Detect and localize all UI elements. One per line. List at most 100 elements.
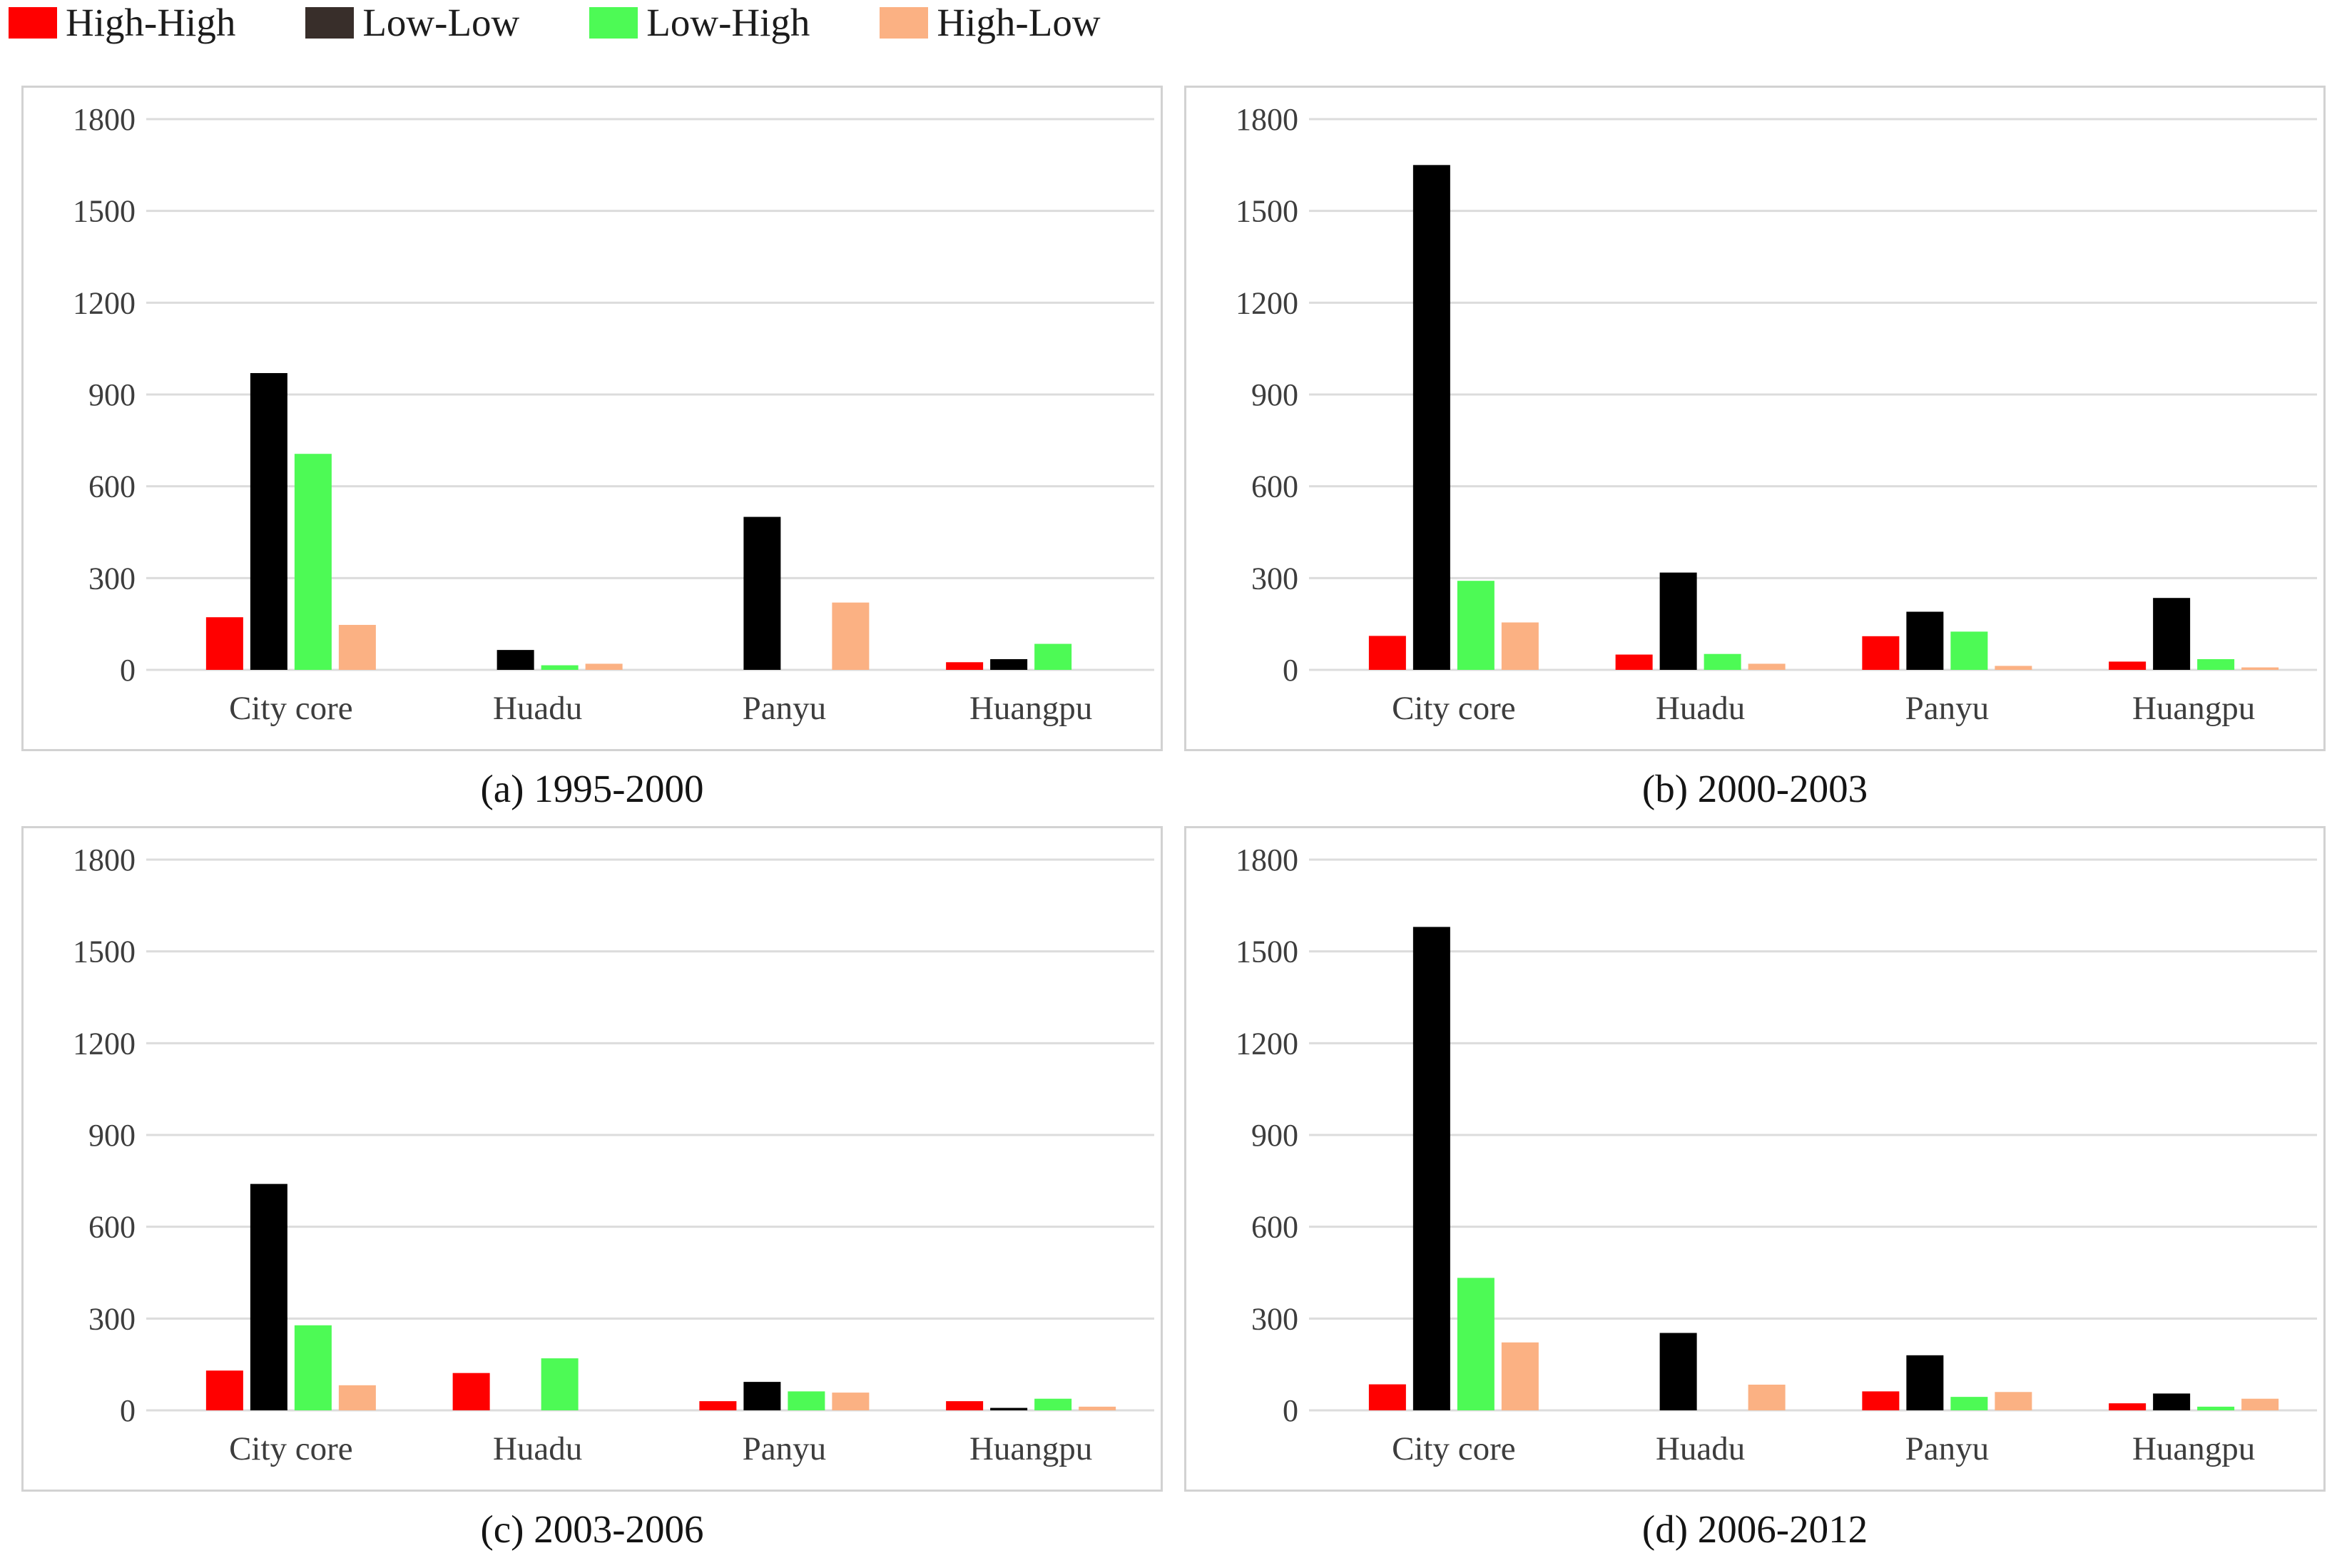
panel-border (21, 86, 1163, 751)
chart-panel-c: 1800 1500 1200 900 600 300 0 City core Huadu Pany… (21, 826, 1163, 1567)
y-tick-label: 900 (88, 1118, 136, 1153)
bar-panyu-high-low (1995, 666, 2032, 670)
legend-item-low-low: Low-Low (305, 1, 519, 44)
bar-panyu-high-low (832, 602, 870, 670)
bar-huangpu-low-high (2197, 658, 2235, 670)
bar-huadu-low-low (1659, 572, 1697, 670)
bar-panyu-low-low (743, 516, 781, 670)
chart-panel-a: 1800 1500 1200 900 600 300 0 City core Huadu Pany… (21, 86, 1163, 826)
bar-panyu-low-low (743, 1382, 781, 1410)
bar-huangpu-high-high (946, 1401, 984, 1410)
bar-city-core-low-high (1457, 581, 1495, 670)
bar-huangpu-low-low (990, 658, 1028, 670)
bar-huangpu-high-high (2109, 661, 2147, 670)
panel-border (21, 826, 1163, 1492)
y-tick-label: 0 (120, 1393, 136, 1428)
y-tick-label: 1800 (1236, 842, 1298, 877)
bar-huadu-low-low (1659, 1333, 1697, 1410)
y-tick-label: 0 (1283, 653, 1298, 688)
bar-huadu-high-high (452, 1373, 490, 1410)
legend-item-high-high: High-High (9, 1, 235, 44)
bar-huadu-high-low (1748, 1384, 1786, 1410)
bar-chart-a: 1800 1500 1200 900 600 300 0 City core Huadu Pany… (21, 86, 1163, 751)
bar-huadu-low-high (541, 1358, 579, 1410)
y-tick-label: 300 (88, 1301, 136, 1336)
y-tick-label: 1500 (1236, 194, 1298, 229)
bar-city-core-high-high (205, 617, 243, 670)
x-category-label: Panyu (1905, 690, 1990, 727)
x-category-label: City core (1392, 1430, 1516, 1467)
bar-chart-b: 1800 1500 1200 900 600 300 0 City core Huadu Pany… (1184, 86, 2326, 751)
bar-panyu-low-low (1906, 1355, 1944, 1410)
y-tick-label: 900 (1251, 1118, 1298, 1153)
bar-city-core-low-low (1412, 927, 1450, 1410)
bar-city-core-low-low (250, 1183, 287, 1410)
bar-city-core-high-high (1368, 636, 1406, 670)
bar-huangpu-high-low (2241, 1398, 2279, 1410)
bar-huangpu-low-low (990, 1407, 1028, 1410)
bar-huangpu-low-high (2197, 1406, 2235, 1410)
bar-huangpu-high-low (1079, 1406, 1116, 1410)
bar-panyu-low-low (1906, 611, 1944, 670)
y-tick-label: 0 (120, 653, 136, 688)
bar-city-core-high-low (1501, 622, 1539, 670)
bar-panyu-low-high (1950, 631, 1988, 670)
legend-item-high-low: High-Low (880, 1, 1101, 44)
bar-huadu-low-low (497, 650, 534, 670)
legend-label: High-High (66, 1, 236, 44)
x-category-label: Huadu (1656, 1430, 1745, 1467)
bar-huangpu-low-low (2153, 1393, 2191, 1410)
y-tick-label: 1200 (73, 1026, 136, 1061)
y-tick-label: 900 (88, 377, 136, 412)
y-tick-label: 1500 (1236, 935, 1298, 969)
x-category-label: Huadu (1656, 690, 1745, 727)
bar-panyu-high-high (1862, 636, 1900, 670)
y-tick-label: 1200 (1236, 1026, 1298, 1061)
legend-label: Low-Low (362, 1, 520, 44)
bar-panyu-high-low (832, 1393, 870, 1410)
bar-huangpu-high-high (2109, 1403, 2147, 1410)
y-tick-label: 1500 (73, 194, 136, 229)
bar-city-core-low-low (1412, 165, 1450, 670)
x-category-label: Huadu (493, 690, 582, 727)
x-category-label: Panyu (743, 1430, 827, 1467)
bar-huadu-high-low (1748, 663, 1786, 670)
x-category-label: City core (1392, 690, 1516, 727)
y-tick-label: 1200 (1236, 285, 1298, 320)
bar-city-core-high-low (338, 624, 376, 670)
chart-grid: 1800 1500 1200 900 600 300 0 City core Huadu Pany… (21, 86, 2326, 1567)
y-tick-label: 0 (1283, 1393, 1298, 1428)
bar-city-core-low-high (294, 454, 332, 670)
bar-huadu-high-high (1615, 654, 1653, 670)
y-tick-label: 600 (88, 469, 136, 504)
chart-caption-d: (d) 2006-2012 (1641, 1507, 1868, 1551)
bar-huangpu-low-low (2153, 598, 2191, 670)
bar-panyu-high-high (699, 1401, 737, 1410)
y-tick-label: 300 (88, 561, 136, 596)
legend-swatch-low-low (305, 7, 355, 39)
y-tick-label: 1500 (73, 935, 136, 969)
bar-huadu-high-low (585, 663, 623, 670)
x-category-label: City core (229, 690, 353, 727)
bar-chart-c: 1800 1500 1200 900 600 300 0 City core Huadu Pany… (21, 826, 1163, 1492)
x-category-label: City core (229, 1430, 353, 1467)
chart-caption-c: (c) 2003-2006 (480, 1507, 704, 1551)
bar-city-core-low-high (294, 1325, 332, 1410)
bar-huangpu-high-high (946, 662, 984, 670)
x-category-label: Huadu (493, 1430, 582, 1467)
chart-panel-d: 1800 1500 1200 900 600 300 0 City core Huadu Pany… (1184, 826, 2326, 1567)
chart-panel-b: 1800 1500 1200 900 600 300 0 City core Huadu Pany… (1184, 86, 2326, 826)
y-tick-label: 300 (1251, 561, 1298, 596)
bar-panyu-low-high (788, 1391, 825, 1410)
chart-caption-a: (a) 1995-2000 (480, 767, 704, 810)
x-category-label: Panyu (1905, 1430, 1990, 1467)
bar-huadu-low-high (1704, 653, 1741, 670)
y-tick-label: 300 (1251, 1301, 1298, 1336)
bar-panyu-low-high (1950, 1397, 1988, 1410)
y-tick-label: 600 (1251, 1210, 1298, 1245)
legend-label: High-Low (937, 1, 1101, 44)
y-tick-label: 600 (1251, 469, 1298, 504)
y-tick-label: 1200 (73, 285, 136, 320)
y-tick-label: 1800 (1236, 102, 1298, 137)
legend: High-High Low-Low Low-High High-Low (9, 1, 1101, 44)
